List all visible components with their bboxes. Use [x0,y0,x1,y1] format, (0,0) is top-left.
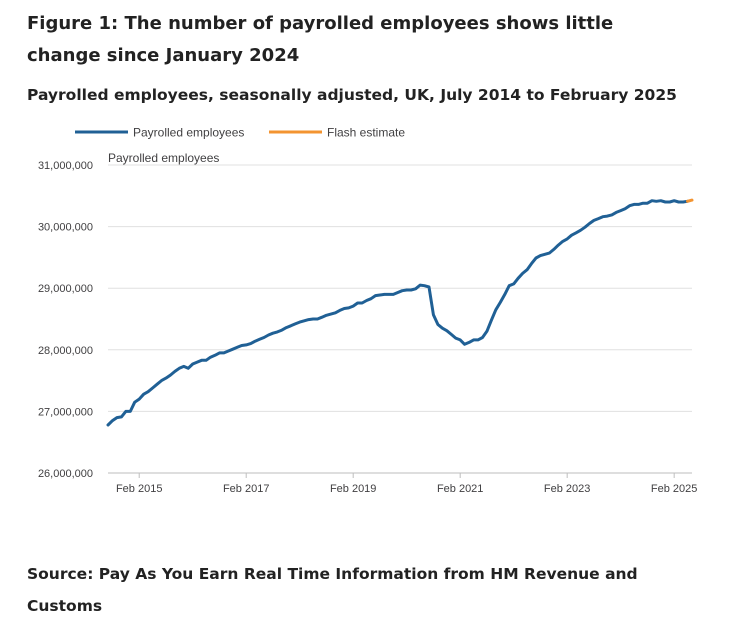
figure-subtitle: Payrolled employees, seasonally adjusted… [27,86,677,104]
y-axis-title: Payrolled employees [108,151,219,165]
y-tick-label: 27,000,000 [38,406,93,418]
chart-legend: Payrolled employees Flash estimate [75,126,405,140]
legend-label: Flash estimate [327,126,405,140]
x-tick-label: Feb 2019 [330,483,376,495]
y-tick-label: 28,000,000 [38,345,93,357]
y-axis: 26,000,000 27,000,000 28,000,000 29,000,000… [38,160,93,480]
y-tick-label: 26,000,000 [38,468,93,480]
y-tick-label: 30,000,000 [38,222,93,234]
y-gridlines [108,164,692,474]
line-chart: Payrolled employees Flash estimate 26,000… [38,126,697,496]
x-axis: Feb 2015 Feb 2017 Feb 2019 Feb 2021 Feb 2023… [116,473,697,495]
legend-label: Payrolled employees [133,126,244,140]
y-tick-label: 31,000,000 [38,160,93,172]
chart-series [106,198,694,427]
source-note: Source: Pay As You Earn Real Time Inform… [27,565,638,615]
figure-title: Figure 1: The number of payrolled employ… [27,13,614,66]
flash-estimate-line [686,198,694,203]
x-tick-label: Feb 2015 [116,483,162,495]
x-tick-label: Feb 2025 [651,483,697,495]
payrolled-employees-line [106,199,689,427]
x-tick-label: Feb 2021 [437,483,483,495]
x-tick-label: Feb 2023 [544,483,590,495]
x-tick-label: Feb 2017 [223,483,269,495]
y-tick-label: 29,000,000 [38,283,93,295]
